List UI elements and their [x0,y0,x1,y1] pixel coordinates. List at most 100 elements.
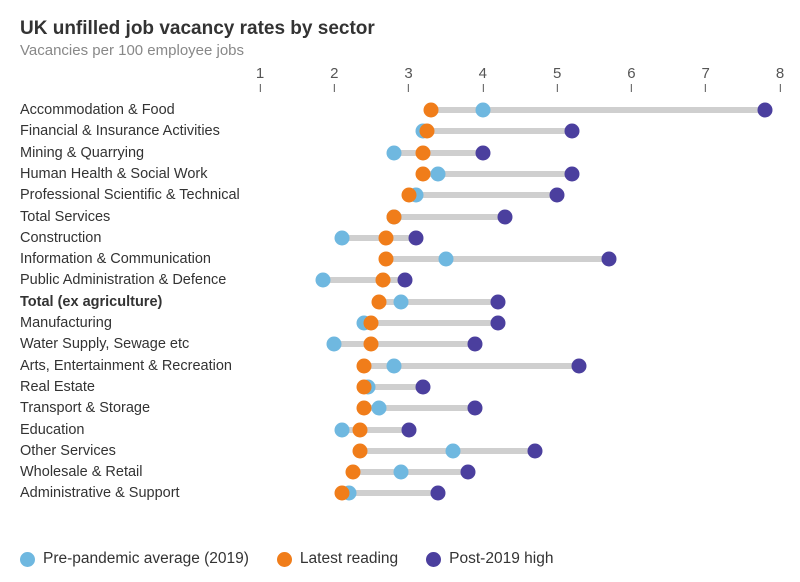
range-bar [342,427,409,433]
high-dot [431,486,446,501]
pre-dot [371,401,386,416]
data-row: Mining & Quarrying [20,142,780,164]
data-row: Total Services [20,206,780,228]
latest-dot [375,273,390,288]
pre-dot [386,145,401,160]
row-track [260,269,780,291]
latest-dot [357,358,372,373]
row-track [260,312,780,334]
high-dot [468,401,483,416]
x-tick-label: 6 [627,65,635,82]
x-tick-label: 8 [776,65,784,82]
row-label: Financial & Insurance Activities [20,120,252,142]
row-track [260,397,780,419]
high-dot [461,465,476,480]
row-track [260,163,780,185]
latest-dot [401,188,416,203]
pre-dot [438,252,453,267]
latest-dot [353,422,368,437]
high-dot [416,379,431,394]
x-tick: 2 [330,65,338,92]
range-bar [386,256,609,262]
x-tick-mark [260,84,261,92]
data-row: Human Health & Social Work [20,163,780,185]
x-tick-label: 1 [256,65,264,82]
data-row: Water Supply, Sewage etc [20,333,780,355]
row-label: Human Health & Social Work [20,163,252,185]
data-row: Accommodation & Food [20,99,780,121]
row-track [260,291,780,313]
legend-label: Pre-pandemic average (2019) [43,550,249,568]
high-dot [409,230,424,245]
x-tick-mark [334,84,335,92]
data-row: Financial & Insurance Activities [20,120,780,142]
pre-dot [327,337,342,352]
data-row: Public Administration & Defence [20,269,780,291]
pre-dot [386,358,401,373]
pre-dot [475,103,490,118]
high-dot [401,422,416,437]
chart-subtitle: Vacancies per 100 employee jobs [20,42,780,59]
pre-dot [394,465,409,480]
high-dot [550,188,565,203]
rows-area: Accommodation & FoodFinancial & Insuranc… [20,99,780,505]
row-label: Transport & Storage [20,397,252,419]
latest-dot [379,230,394,245]
pre-dot [316,273,331,288]
high-dot [498,209,513,224]
pre-dot [394,294,409,309]
row-label: Other Services [20,440,252,462]
x-tick-label: 5 [553,65,561,82]
row-track [260,99,780,121]
legend-item: Latest reading [277,550,398,568]
latest-dot [416,145,431,160]
data-row: Arts, Entertainment & Recreation [20,355,780,377]
latest-dot [420,124,435,139]
row-label: Water Supply, Sewage etc [20,333,252,355]
range-bar [364,320,498,326]
row-track [260,248,780,270]
latest-dot [353,443,368,458]
row-track [260,355,780,377]
high-dot [527,443,542,458]
latest-dot [357,401,372,416]
row-label: Information & Communication [20,248,252,270]
x-tick: 4 [479,65,487,92]
x-tick-mark [631,84,632,92]
data-row: Professional Scientific & Technical [20,184,780,206]
legend-dot-icon [277,552,292,567]
legend-label: Post-2019 high [449,550,553,568]
row-label: Construction [20,227,252,249]
chart-container: UK unfilled job vacancy rates by sector … [0,0,800,582]
high-dot [468,337,483,352]
row-label: Accommodation & Food [20,99,252,121]
range-bar [323,277,405,283]
row-track [260,333,780,355]
row-track [260,419,780,441]
data-row: Total (ex agriculture) [20,291,780,313]
x-tick: 8 [776,65,784,92]
x-tick-mark [780,84,781,92]
range-bar [394,150,483,156]
legend-label: Latest reading [300,550,398,568]
x-tick: 5 [553,65,561,92]
data-row: Construction [20,227,780,249]
x-tick-label: 3 [404,65,412,82]
high-dot [602,252,617,267]
x-tick-label: 2 [330,65,338,82]
x-tick-mark [705,84,706,92]
row-label: Public Administration & Defence [20,269,252,291]
latest-dot [334,486,349,501]
x-tick-mark [408,84,409,92]
data-row: Information & Communication [20,248,780,270]
latest-dot [364,316,379,331]
plot-area: 12345678 Accommodation & FoodFinancial &… [20,65,780,535]
pre-dot [334,230,349,245]
x-tick: 6 [627,65,635,92]
chart-title: UK unfilled job vacancy rates by sector [20,18,780,40]
latest-dot [379,252,394,267]
high-dot [397,273,412,288]
high-dot [758,103,773,118]
range-bar [394,214,505,220]
data-row: Manufacturing [20,312,780,334]
